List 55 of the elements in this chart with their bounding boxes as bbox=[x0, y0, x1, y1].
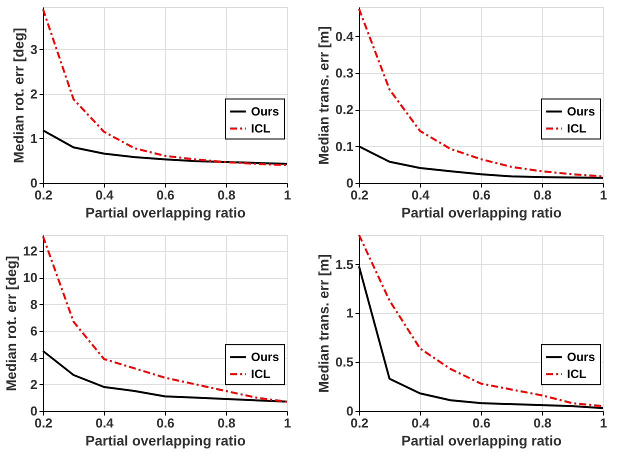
legend-label: Ours bbox=[567, 104, 596, 119]
y-tick-label: 1 bbox=[30, 130, 38, 146]
legend-label: Ours bbox=[567, 350, 596, 364]
y-tick-label: 0 bbox=[30, 176, 38, 190]
y-tick-label: 0.3 bbox=[335, 66, 354, 80]
line-series bbox=[42, 8, 288, 166]
x-axis-title: Partial overlapping ratio bbox=[85, 432, 246, 448]
y-tick-label: 0.2 bbox=[335, 102, 354, 118]
x-axis-title: Partial overlapping ratio bbox=[85, 204, 246, 220]
y-tick-label: 8 bbox=[30, 296, 38, 312]
y-tick-label: 2 bbox=[30, 86, 38, 102]
y-tick-label: 6 bbox=[30, 324, 38, 338]
x-tick-label: 0.8 bbox=[217, 416, 236, 430]
x-tick-label: 0.8 bbox=[533, 416, 552, 430]
y-tick-label: 0 bbox=[346, 404, 354, 418]
line-series bbox=[42, 235, 288, 403]
x-tick-label: 1 bbox=[600, 416, 608, 430]
y-tick-label: 3 bbox=[30, 42, 38, 57]
x-tick-label: 0.4 bbox=[411, 416, 430, 430]
y-tick-label: 1.5 bbox=[335, 256, 354, 272]
y-tick-label: 12 bbox=[23, 244, 38, 258]
y-tick-label: 0.1 bbox=[335, 138, 354, 154]
y-tick-label: 2 bbox=[30, 376, 38, 392]
x-tick-label: 1 bbox=[600, 188, 608, 202]
y-tick-label: 0.4 bbox=[335, 28, 354, 44]
y-axis-title: Median trans. err [m] bbox=[315, 26, 332, 165]
y-axis-title: Median rot. err [deg] bbox=[3, 256, 20, 392]
legend-label: Ours bbox=[251, 104, 280, 119]
x-tick-label: 0.6 bbox=[472, 416, 491, 430]
x-tick-label: 0.4 bbox=[95, 416, 114, 430]
y-axis-title: Median trans. err [m] bbox=[315, 254, 332, 393]
x-tick-label: 0.8 bbox=[533, 188, 552, 202]
y-tick-label: 4 bbox=[30, 350, 38, 366]
line-series bbox=[358, 8, 604, 178]
legend-label: ICL bbox=[567, 122, 586, 136]
y-tick-label: 0.5 bbox=[335, 354, 354, 370]
x-axis-title: Partial overlapping ratio bbox=[401, 204, 562, 220]
x-tick-label: 1 bbox=[284, 188, 292, 202]
y-tick-label: 0 bbox=[346, 176, 354, 190]
legend-label: ICL bbox=[251, 367, 270, 382]
x-tick-label: 0.8 bbox=[217, 188, 236, 202]
y-tick-label: 10 bbox=[23, 270, 38, 286]
legend-label: ICL bbox=[567, 367, 586, 382]
x-tick-label: 1 bbox=[284, 416, 292, 430]
y-axis-title: Median rot. err [deg] bbox=[10, 28, 26, 164]
x-axis-title: Partial overlapping ratio bbox=[401, 432, 562, 448]
y-tick-label: 1 bbox=[346, 306, 354, 321]
x-tick-label: 0.6 bbox=[472, 188, 491, 202]
y-tick-label: 0 bbox=[30, 404, 38, 418]
x-tick-label: 0.4 bbox=[95, 188, 114, 202]
x-tick-label: 0.4 bbox=[411, 188, 430, 202]
legend-label: ICL bbox=[251, 122, 270, 136]
x-tick-label: 0.6 bbox=[156, 416, 175, 430]
x-tick-label: 0.6 bbox=[156, 188, 175, 202]
legend-label: Ours bbox=[251, 350, 280, 364]
